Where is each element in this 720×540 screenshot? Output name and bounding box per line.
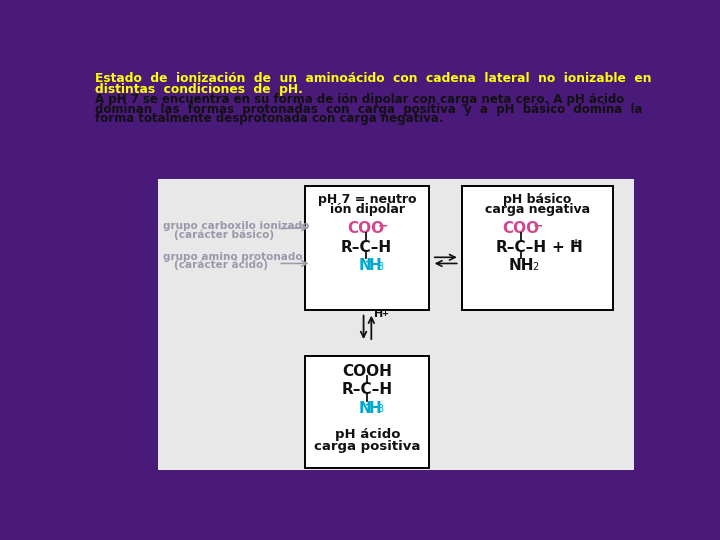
Text: R–C–H: R–C–H xyxy=(341,240,392,254)
Text: R–C–H: R–C–H xyxy=(342,382,393,397)
Text: (carácter básico): (carácter básico) xyxy=(174,229,274,240)
Text: COO: COO xyxy=(347,221,384,236)
Bar xyxy=(158,179,634,470)
Text: +: + xyxy=(365,400,373,410)
Text: pH básico: pH básico xyxy=(503,193,572,206)
Text: grupo carboxilo ionizado: grupo carboxilo ionizado xyxy=(163,221,309,231)
Text: H: H xyxy=(374,309,384,319)
Text: + H: + H xyxy=(552,240,582,254)
Text: forma totalmente desprotonada con carga negativa.: forma totalmente desprotonada con carga … xyxy=(96,112,444,125)
Text: A pH 7 se encuentra en su forma de ión dipolar con carga neta cero. A pH ácido: A pH 7 se encuentra en su forma de ión d… xyxy=(96,93,625,106)
Text: 3: 3 xyxy=(377,262,384,272)
Text: COO: COO xyxy=(503,221,539,236)
Text: +: + xyxy=(572,238,580,248)
Text: +: + xyxy=(365,257,373,267)
Bar xyxy=(305,356,429,468)
Text: −: − xyxy=(533,220,543,233)
Text: 3: 3 xyxy=(377,404,384,414)
Text: distintas  condiciones  de  pH.: distintas condiciones de pH. xyxy=(96,83,303,96)
Text: H: H xyxy=(369,258,382,273)
Text: NH: NH xyxy=(508,258,534,273)
Text: (carácter ácido): (carácter ácido) xyxy=(174,260,268,271)
Text: carga negativa: carga negativa xyxy=(485,202,590,215)
Bar xyxy=(462,186,613,309)
Text: N: N xyxy=(358,401,371,415)
Text: H: H xyxy=(369,401,382,415)
Text: ión dipolar: ión dipolar xyxy=(330,202,405,215)
Text: −: − xyxy=(378,220,388,233)
Text: pH 7 = neutro: pH 7 = neutro xyxy=(318,193,417,206)
Text: 2: 2 xyxy=(533,262,539,272)
Text: pH ácido: pH ácido xyxy=(335,428,400,441)
Text: +: + xyxy=(381,309,387,318)
Text: grupo amino protonado: grupo amino protonado xyxy=(163,252,302,262)
Text: Estado  de  ionización  de  un  aminoácido  con  cadena  lateral  no  ionizable : Estado de ionización de un aminoácido co… xyxy=(96,72,652,85)
Text: N: N xyxy=(358,258,371,273)
Text: carga positiva: carga positiva xyxy=(314,440,420,453)
Text: COOH: COOH xyxy=(343,363,392,379)
Text: dominan  las  formas  protonadas  con  carga  positiva  y  a  pH  básico  domina: dominan las formas protonadas con carga … xyxy=(96,103,643,116)
Text: R–C–H: R–C–H xyxy=(495,240,546,254)
Bar xyxy=(305,186,429,309)
